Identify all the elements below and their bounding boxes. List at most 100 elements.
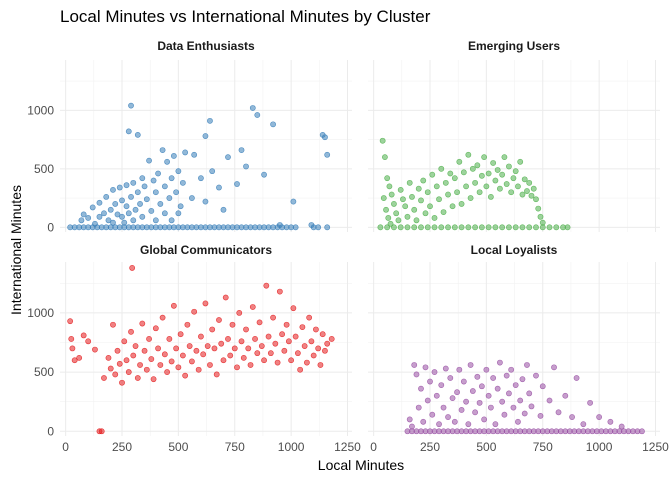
scatter-point — [141, 347, 148, 354]
scatter-point — [521, 410, 528, 417]
scatter-point — [315, 224, 322, 231]
scatter-point — [469, 388, 476, 394]
scatter-point — [322, 134, 328, 141]
scatter-point — [285, 338, 292, 345]
scatter-point — [499, 171, 506, 178]
scatter-point — [249, 304, 256, 310]
scatter-point — [465, 151, 472, 158]
scatter-point — [551, 364, 557, 371]
scatter-point — [216, 184, 222, 191]
scatter-point — [116, 360, 123, 367]
scatter-point — [458, 201, 465, 207]
scatter-point — [191, 151, 198, 158]
x-tick-label: 500 — [168, 440, 188, 454]
scatter-point — [92, 220, 98, 227]
scatter-point — [103, 193, 110, 200]
scatter-point — [164, 158, 171, 165]
scatter-point — [442, 365, 449, 372]
scatter-point — [68, 336, 75, 342]
scatter-point — [306, 314, 313, 321]
scatter-point — [395, 217, 402, 224]
scatter-point — [406, 416, 413, 423]
y-tick-label: 0 — [47, 424, 54, 438]
scatter-point — [474, 373, 481, 380]
scatter-point — [447, 375, 454, 381]
scatter-point — [418, 385, 424, 392]
scatter-point — [515, 418, 521, 425]
scatter-point — [449, 203, 456, 210]
scatter-point — [526, 179, 533, 186]
scatter-point — [123, 357, 130, 364]
scatter-point — [143, 196, 150, 203]
scatter-point — [497, 359, 503, 366]
scatter-point — [80, 332, 87, 339]
scatter-point — [445, 224, 451, 231]
scatter-point — [530, 185, 537, 192]
scatter-point — [168, 217, 175, 224]
scatter-point — [391, 201, 397, 207]
scatter-point — [490, 375, 497, 381]
scatter-point — [454, 189, 460, 196]
scatter-point — [424, 189, 431, 196]
scatter-point — [157, 201, 164, 207]
scatter-point — [517, 397, 524, 404]
scatter-point — [404, 213, 411, 220]
scatter-point — [521, 176, 528, 183]
scatter-point — [411, 362, 418, 368]
scatter-point — [487, 404, 494, 411]
scatter-point — [186, 343, 193, 349]
scatter-point — [220, 357, 227, 364]
scatter-point — [465, 224, 472, 231]
scatter-point — [290, 305, 297, 312]
scatter-point — [114, 347, 121, 354]
scatter-point — [499, 224, 506, 231]
x-tick-label: 250 — [112, 440, 132, 454]
scatter-point — [71, 357, 78, 364]
scatter-point — [384, 224, 391, 231]
scatter-point — [85, 338, 92, 345]
scatter-point — [490, 160, 497, 166]
scatter-point — [427, 378, 433, 385]
scatter-point — [445, 191, 451, 198]
scatter-point — [216, 317, 222, 323]
scatter-point — [139, 175, 146, 182]
scatter-point — [225, 336, 231, 342]
scatter-point — [508, 189, 515, 196]
scatter-point — [159, 314, 166, 321]
scatter-point — [397, 186, 404, 193]
scatter-point — [573, 375, 580, 381]
scatter-point — [69, 345, 76, 352]
scatter-point — [382, 154, 388, 161]
scatter-point — [438, 382, 445, 389]
scatter-point — [166, 195, 173, 201]
facet-panel: Global Communicators 0 500 1000 0 250 500 750 10… — [27, 243, 361, 454]
scatter-point — [155, 345, 161, 352]
scatter-point — [503, 181, 510, 187]
scatter-point — [501, 154, 508, 161]
scatter-point — [383, 206, 389, 213]
facet-title: Local Loyalists — [471, 243, 558, 257]
scatter-point — [96, 199, 103, 206]
scatter-point — [173, 345, 180, 352]
scatter-point — [436, 421, 442, 428]
scatter-point — [263, 282, 270, 289]
scatter-point — [510, 404, 517, 411]
scatter-point — [438, 224, 445, 231]
scatter-point — [315, 345, 322, 352]
scatter-point — [213, 371, 220, 378]
scatter-point — [234, 181, 240, 187]
scatter-point — [409, 423, 415, 430]
scatter-point — [553, 224, 560, 231]
scatter-point — [170, 153, 177, 159]
scatter-point — [411, 206, 418, 213]
scatter-point — [207, 362, 213, 368]
scatter-point — [469, 165, 476, 172]
scatter-point — [155, 170, 161, 177]
scatter-point — [431, 369, 438, 375]
scatter-point — [413, 217, 420, 224]
scatter-point — [150, 177, 157, 184]
scatter-point — [483, 366, 490, 373]
scatter-point — [310, 352, 317, 359]
scatter-point — [319, 331, 326, 338]
y-tick-label: 1000 — [27, 306, 54, 320]
